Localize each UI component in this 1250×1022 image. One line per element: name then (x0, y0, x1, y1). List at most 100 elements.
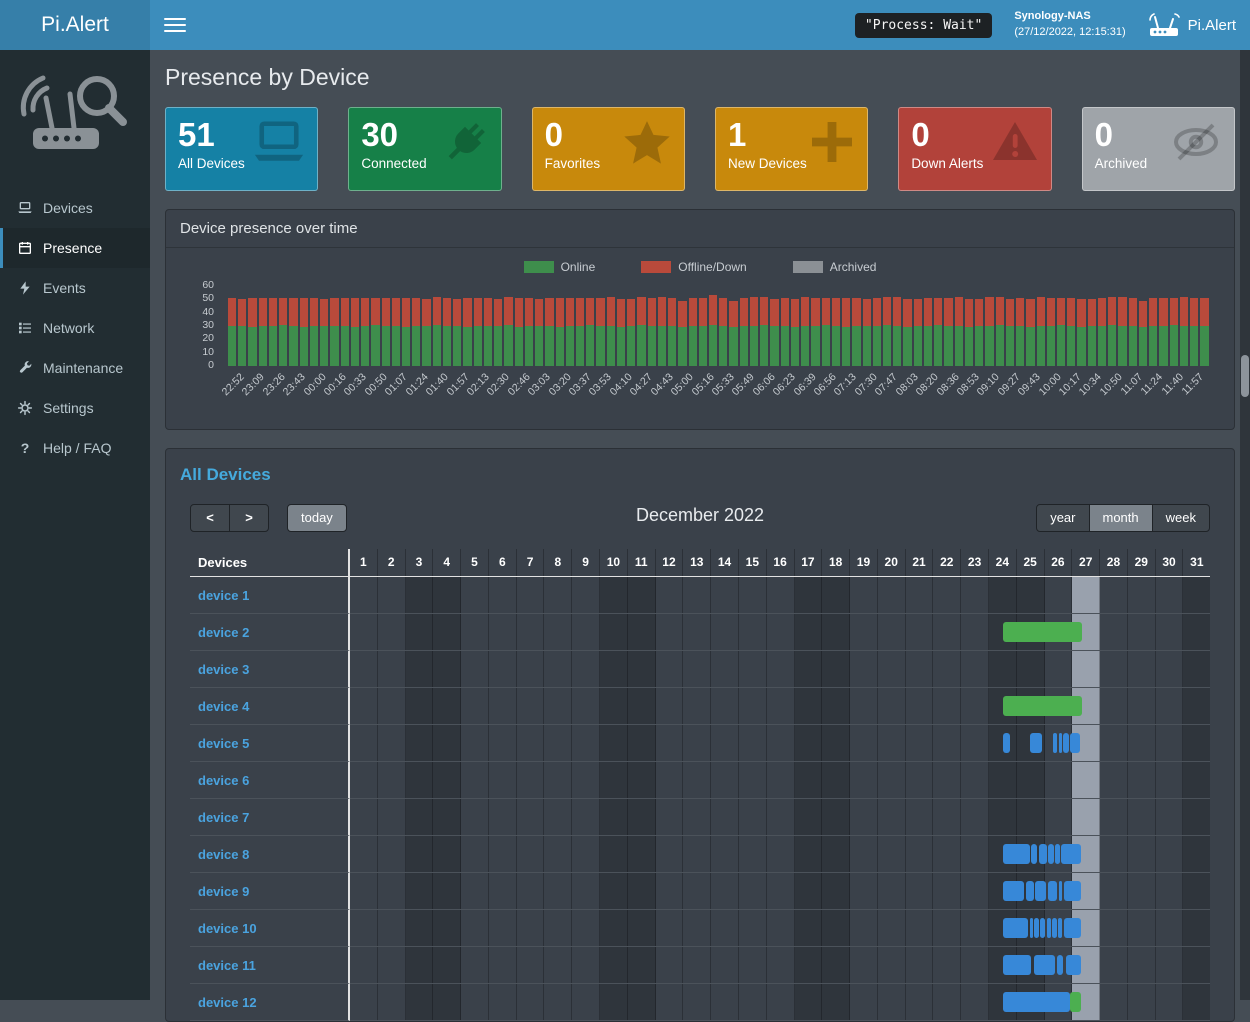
day-cell[interactable] (739, 947, 767, 983)
day-cell[interactable] (1156, 577, 1184, 613)
day-cell[interactable] (572, 873, 601, 909)
day-cell[interactable] (517, 836, 545, 872)
presence-event[interactable] (1063, 918, 1081, 938)
hamburger-icon[interactable] (164, 18, 186, 32)
day-cell[interactable] (572, 984, 601, 1020)
day-cell[interactable] (933, 651, 962, 687)
presence-event[interactable] (1065, 955, 1081, 975)
day-cell[interactable] (1156, 873, 1184, 909)
day-cell[interactable] (1100, 762, 1128, 798)
day-cell[interactable] (1128, 799, 1156, 835)
day-cell[interactable] (683, 836, 712, 872)
day-cell[interactable] (544, 688, 573, 724)
day-cell[interactable] (1016, 762, 1045, 798)
presence-event[interactable] (1062, 733, 1070, 753)
day-cell[interactable] (517, 910, 545, 946)
day-header-cell[interactable]: 9 (572, 549, 601, 576)
day-cell[interactable] (767, 836, 795, 872)
day-cell[interactable] (822, 910, 851, 946)
day-cell[interactable] (350, 577, 378, 613)
day-cell[interactable] (627, 910, 656, 946)
day-cell[interactable] (1183, 762, 1211, 798)
day-cell[interactable] (656, 725, 684, 761)
day-cell[interactable] (961, 799, 989, 835)
day-cell[interactable] (433, 688, 462, 724)
day-cell[interactable] (767, 910, 795, 946)
day-cell[interactable] (433, 762, 462, 798)
day-cell[interactable] (683, 577, 712, 613)
day-cell[interactable] (906, 725, 934, 761)
day-cell[interactable] (739, 799, 767, 835)
day-cell[interactable] (600, 836, 628, 872)
day-cell[interactable] (933, 577, 962, 613)
day-cell[interactable] (739, 910, 767, 946)
presence-event[interactable] (1069, 992, 1081, 1012)
device-link[interactable]: device 9 (190, 873, 350, 910)
vertical-scrollbar[interactable] (1240, 50, 1250, 1000)
day-cell[interactable] (1016, 577, 1045, 613)
day-cell[interactable] (1183, 836, 1211, 872)
day-cell[interactable] (767, 984, 795, 1020)
presence-event[interactable] (1047, 881, 1058, 901)
day-cell[interactable] (878, 614, 906, 650)
day-cell[interactable] (1183, 873, 1211, 909)
day-cell[interactable] (850, 651, 878, 687)
day-header-cell[interactable]: 26 (1045, 549, 1073, 576)
device-link[interactable]: device 10 (190, 910, 350, 947)
day-cell[interactable] (850, 873, 878, 909)
day-cell[interactable] (822, 947, 851, 983)
view-month-button[interactable]: month (1088, 503, 1153, 533)
day-cell[interactable] (794, 984, 823, 1020)
day-cell[interactable] (1045, 762, 1073, 798)
card-all-devices[interactable]: 51 All Devices (165, 107, 319, 191)
day-cell[interactable] (739, 688, 767, 724)
day-cell[interactable] (627, 725, 656, 761)
day-cell[interactable] (600, 762, 628, 798)
day-cell[interactable] (350, 799, 378, 835)
presence-event[interactable] (1058, 733, 1062, 753)
day-cell[interactable] (822, 762, 851, 798)
day-cell[interactable] (350, 688, 378, 724)
brand-logo[interactable]: Pi.Alert (0, 0, 150, 50)
presence-event[interactable] (1039, 918, 1046, 938)
day-cell[interactable] (627, 984, 656, 1020)
sidebar-item-presence[interactable]: Presence (0, 228, 150, 268)
day-cell[interactable] (405, 984, 434, 1020)
day-cell[interactable] (850, 577, 878, 613)
day-cell[interactable] (572, 799, 601, 835)
card-down-alerts[interactable]: 0 Down Alerts (898, 107, 1052, 191)
day-cell[interactable] (1100, 873, 1128, 909)
presence-event[interactable] (1057, 955, 1063, 975)
day-cell[interactable] (794, 799, 823, 835)
day-cell[interactable] (572, 910, 601, 946)
day-cell[interactable] (906, 799, 934, 835)
day-cell[interactable] (1183, 910, 1211, 946)
day-cell[interactable] (433, 799, 462, 835)
device-link[interactable]: device 7 (190, 799, 350, 836)
day-cell[interactable] (933, 873, 962, 909)
today-button[interactable]: today (287, 503, 347, 533)
day-cell[interactable] (1128, 984, 1156, 1020)
day-cell[interactable] (850, 688, 878, 724)
day-cell[interactable] (878, 688, 906, 724)
day-cell[interactable] (600, 947, 628, 983)
day-cell[interactable] (711, 762, 739, 798)
card-favorites[interactable]: 0 Favorites (531, 107, 685, 191)
day-header-cell[interactable]: 22 (933, 549, 962, 576)
day-cell[interactable] (489, 614, 517, 650)
day-cell[interactable] (683, 762, 712, 798)
day-cell[interactable] (794, 725, 823, 761)
day-cell[interactable] (794, 947, 823, 983)
day-cell[interactable] (1128, 651, 1156, 687)
presence-event[interactable] (1025, 881, 1034, 901)
day-header-cell[interactable]: 17 (795, 549, 823, 576)
day-cell[interactable] (378, 910, 406, 946)
day-cell[interactable] (544, 577, 573, 613)
day-header-cell[interactable]: 28 (1100, 549, 1128, 576)
day-cell[interactable] (961, 836, 989, 872)
presence-event[interactable] (1070, 733, 1080, 753)
device-link[interactable]: device 12 (190, 984, 350, 1021)
day-cell[interactable] (1100, 725, 1128, 761)
day-cell[interactable] (850, 799, 878, 835)
day-cell[interactable] (350, 836, 378, 872)
